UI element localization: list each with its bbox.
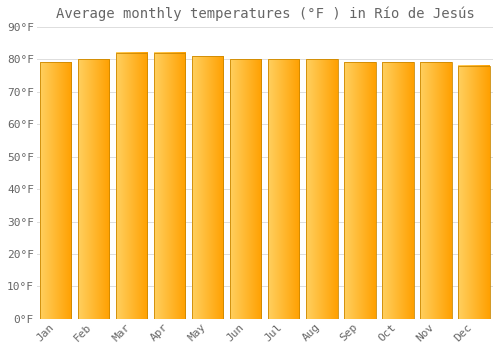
Bar: [78, 59, 110, 319]
Bar: [154, 53, 186, 319]
Bar: [420, 63, 452, 319]
Bar: [458, 66, 490, 319]
Bar: [192, 56, 224, 319]
Bar: [344, 63, 376, 319]
Bar: [40, 63, 72, 319]
Bar: [116, 53, 148, 319]
Bar: [382, 63, 414, 319]
Title: Average monthly temperatures (°F ) in Río de Jesús: Average monthly temperatures (°F ) in Rí…: [56, 7, 474, 21]
Bar: [230, 59, 262, 319]
Bar: [306, 59, 338, 319]
Bar: [268, 59, 300, 319]
